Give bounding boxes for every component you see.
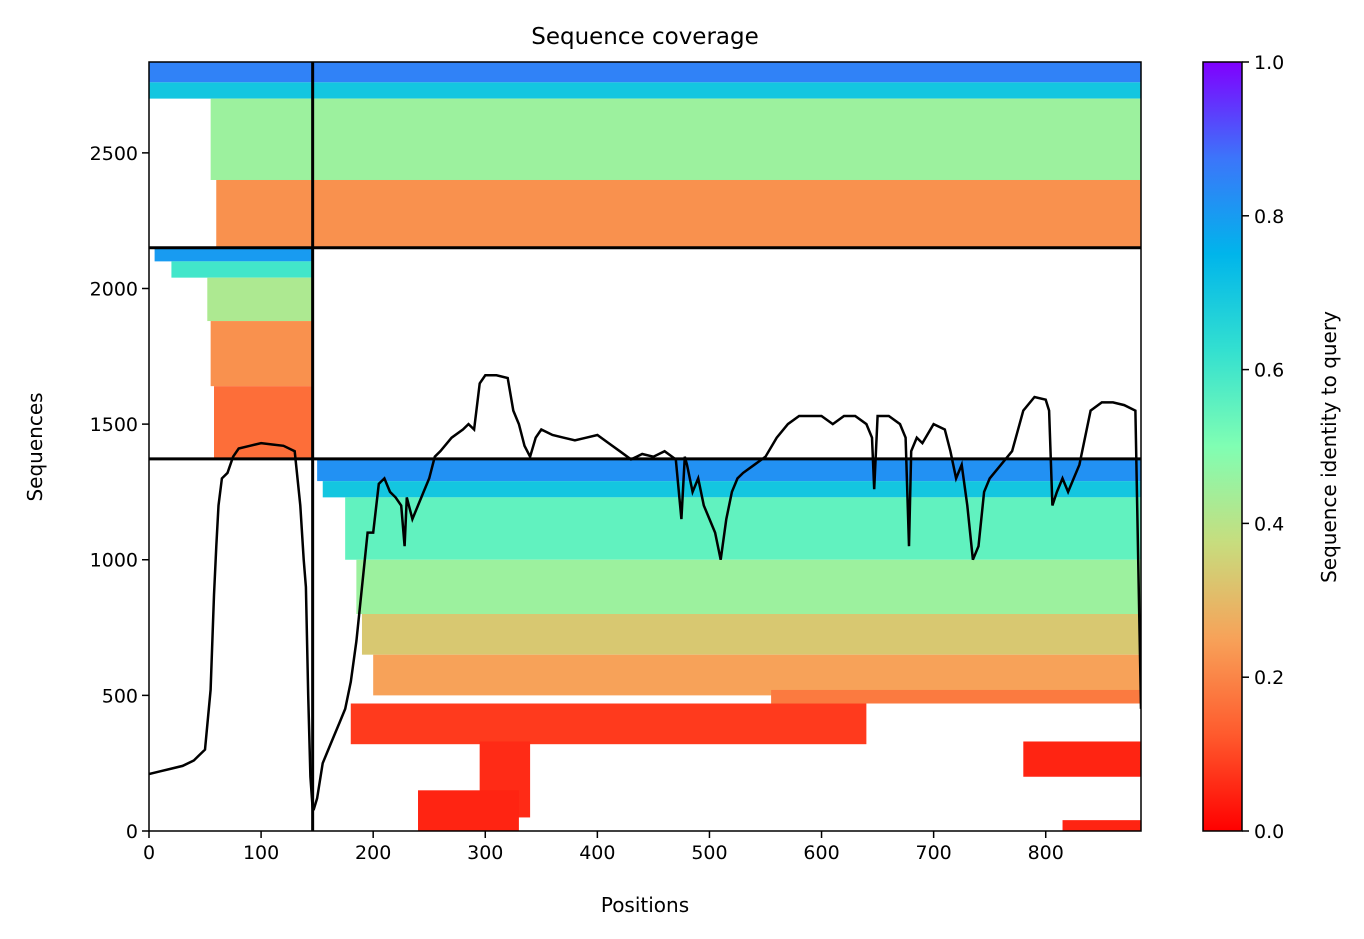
colorbar-tick-label: 0.6 [1254, 360, 1284, 382]
plot-area [149, 62, 1141, 831]
coverage-line [149, 374, 1141, 811]
colorbar-gradient [1202, 61, 1243, 832]
x-tick-label: 200 [355, 842, 391, 864]
chain-2-block-band-11 [1062, 820, 1141, 831]
x-tick-label: 0 [143, 842, 155, 864]
colorbar: 0.0 0.2 0.4 0.6 0.8 1.0 Sequence identity to … [1202, 52, 1341, 843]
chain-1-block-band-0 [154, 247, 313, 262]
x-tick-label: 500 [691, 842, 727, 864]
chain-2-block-band-0 [317, 458, 1141, 482]
chart-title: Sequence coverage [531, 24, 759, 50]
paired-block-band-3 [216, 179, 1141, 248]
chain-1-block-band-4 [214, 386, 313, 459]
colorbar-tick-label: 1.0 [1254, 52, 1284, 74]
colorbar-tick-label: 0.8 [1254, 206, 1284, 228]
colorbar-ticks: 0.0 0.2 0.4 0.6 0.8 1.0 [1242, 52, 1284, 843]
y-tick-label: 1000 [90, 550, 138, 572]
x-tick-label: 800 [1028, 842, 1064, 864]
paired-block-band-2 [210, 98, 1141, 180]
x-tick-label: 100 [243, 842, 279, 864]
colorbar-label: Sequence identity to query [1317, 311, 1341, 583]
chain-2-block-band-4 [361, 613, 1141, 655]
paired-block-band-0 [149, 62, 1141, 83]
colorbar-tick-label: 0.2 [1254, 667, 1284, 689]
chain-1-block-band-3 [210, 321, 313, 387]
y-tick-label: 2000 [90, 278, 138, 300]
colorbar-tick-label: 0.4 [1254, 513, 1284, 535]
x-tick-label: 700 [915, 842, 951, 864]
chain-2-block-band-2 [345, 497, 1141, 560]
chain-2-block-band-5 [373, 654, 1141, 696]
y-tick-label: 2500 [90, 143, 138, 165]
x-tick-label: 400 [579, 842, 615, 864]
paired-block-band-1 [149, 82, 1141, 99]
chain-2-block-band-10 [418, 790, 519, 831]
chain-2-block-band-6 [771, 689, 1141, 704]
y-axis-ticks: 0 500 1000 1500 2000 2500 [90, 143, 149, 843]
x-axis-ticks: 0 100 200 300 400 500 600 700 800 [143, 831, 1064, 864]
chain-2-block-band-7 [350, 703, 867, 745]
x-axis-label: Positions [601, 893, 689, 917]
y-tick-label: 0 [126, 821, 138, 843]
chain-1-block-band-1 [171, 261, 313, 278]
y-tick-label: 500 [102, 685, 138, 707]
x-tick-label: 600 [803, 842, 839, 864]
chain-boundary-lines [149, 62, 1141, 831]
chain-1-block-band-2 [207, 277, 313, 322]
chain-2-block-band-8 [1023, 741, 1141, 777]
x-tick-label: 300 [467, 842, 503, 864]
chain-2-block-band-3 [356, 559, 1141, 614]
y-axis-label: Sequences [23, 392, 47, 501]
colorbar-tick-label: 0.0 [1254, 821, 1284, 843]
heatmap-bands [149, 62, 1141, 831]
plot-frame [148, 61, 1142, 832]
y-tick-label: 1500 [90, 414, 138, 436]
